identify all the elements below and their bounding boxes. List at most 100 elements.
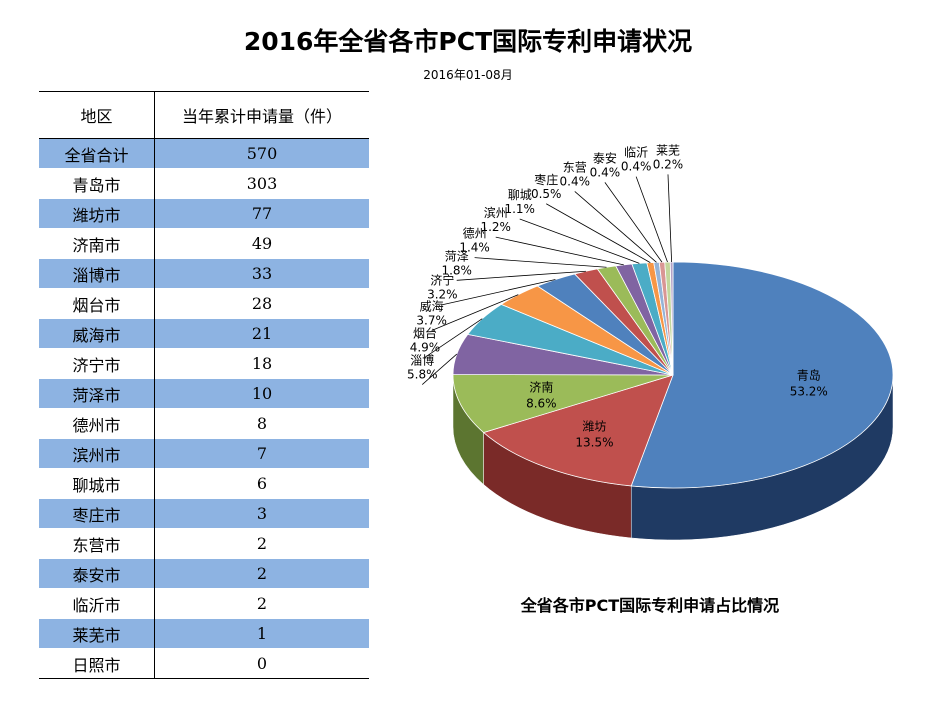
slice-percent: 0.5%	[531, 187, 562, 201]
count-cell: 21	[154, 318, 369, 349]
pie-slice	[482, 374, 674, 487]
slice-label: 青岛	[797, 368, 821, 383]
slice-label: 滨州	[484, 205, 508, 220]
leader-line	[635, 176, 668, 263]
column-header-region: 地区	[39, 91, 155, 139]
count-cell: 7	[154, 438, 369, 469]
region-cell: 泰安市	[39, 558, 155, 589]
region-cell: 青岛市	[39, 168, 155, 199]
leader-line	[442, 279, 556, 306]
slice-label: 东营	[563, 160, 587, 174]
slice-percent: 8.6%	[526, 396, 557, 410]
count-cell: 1	[154, 618, 369, 649]
leader-line	[574, 191, 657, 263]
count-cell: 2	[154, 558, 369, 589]
table-row: 莱芜市 1	[39, 618, 369, 649]
slice-label: 济宁	[430, 273, 454, 288]
count-cell: 6	[154, 468, 369, 499]
leader-line	[519, 218, 640, 264]
slice-label: 德州	[463, 226, 487, 241]
leader-line	[421, 353, 458, 385]
slice-label: 烟台	[413, 325, 437, 340]
slice-label: 临沂	[624, 146, 648, 160]
region-cell: 东营市	[39, 528, 155, 559]
leader-line	[546, 203, 651, 263]
table-row: 济南市 49	[39, 228, 369, 259]
slice-percent: 5.8%	[407, 368, 438, 382]
count-cell: 28	[154, 288, 369, 319]
count-cell: 49	[154, 228, 369, 259]
page-title: 2016年全省各市PCT国际专利申请状况	[243, 27, 693, 56]
region-cell: 临沂市	[39, 588, 155, 619]
slice-percent: 0.2%	[653, 157, 684, 171]
count-cell: 2	[154, 528, 369, 559]
leader-line	[456, 270, 586, 281]
table-row: 潍坊市 77	[39, 198, 369, 229]
table-row: 临沂市 2	[39, 588, 369, 619]
leader-line	[474, 257, 607, 268]
table-row: 德州市 8	[39, 408, 369, 439]
pie-slice	[669, 261, 674, 376]
region-cell: 滨州市	[39, 438, 155, 469]
slice-label: 淄博	[410, 353, 434, 368]
count-cell: 33	[154, 258, 369, 289]
leader-line	[495, 236, 624, 266]
slice-percent: 1.1%	[504, 202, 534, 216]
slice-percent: 53.2%	[790, 385, 828, 399]
date-range-subtitle: 2016年01-08月	[423, 68, 513, 82]
table-row: 枣庄市 3	[39, 498, 369, 529]
region-cell: 济南市	[39, 228, 155, 259]
slice-percent: 13.5%	[575, 435, 613, 449]
chart-caption: 全省各市PCT国际专利申请占比情况	[520, 596, 780, 615]
leader-line	[424, 318, 483, 358]
slice-percent: 3.2%	[427, 288, 458, 302]
pie-chart: 青岛 53.2% 潍坊 13.5% 济南 8.6% 淄博5.8% 烟台4.9% 威海3.7% 济宁…	[407, 143, 894, 541]
table-row: 滨州市 7	[39, 438, 369, 469]
region-cell: 淄博市	[39, 258, 155, 289]
slice-percent: 0.4%	[621, 160, 652, 174]
slice-label: 济南	[529, 379, 553, 394]
slice-percent: 0.4%	[560, 174, 591, 188]
count-cell: 0	[154, 648, 369, 679]
slice-label: 聊城	[508, 188, 532, 202]
count-cell: 8	[154, 408, 369, 439]
table-row: 济宁市 18	[39, 348, 369, 379]
leader-line	[667, 174, 673, 263]
region-cell: 威海市	[39, 318, 155, 349]
region-cell: 全省合计	[39, 138, 155, 169]
count-cell: 77	[154, 198, 369, 229]
region-cell: 枣庄市	[39, 498, 155, 529]
table-row: 东营市 2	[39, 528, 369, 559]
region-count-table: 地区 当年累计申请量（件） 全省合计 570 青岛市 303 潍坊市 77 济南市 49 淄博市…	[39, 91, 369, 679]
slice-percent: 4.9%	[410, 340, 441, 354]
region-cell: 聊城市	[39, 468, 155, 499]
table-header-row: 地区 当年累计申请量（件）	[39, 91, 369, 139]
table-row: 威海市 21	[39, 318, 369, 349]
region-cell: 济宁市	[39, 348, 155, 379]
count-cell: 303	[154, 168, 369, 199]
count-cell: 18	[154, 348, 369, 379]
slice-percent: 3.7%	[416, 314, 447, 328]
slice-label: 潍坊	[582, 418, 606, 433]
slice-percent: 1.8%	[441, 263, 472, 277]
slice-label: 莱芜	[656, 143, 680, 157]
leader-line	[431, 294, 519, 331]
count-cell: 2	[154, 588, 369, 619]
region-cell: 日照市	[39, 648, 155, 679]
region-cell: 烟台市	[39, 288, 155, 319]
slice-label: 泰安	[593, 150, 617, 165]
region-cell: 德州市	[39, 408, 155, 439]
region-cell: 莱芜市	[39, 618, 155, 649]
pie-slice	[630, 261, 894, 489]
table-row: 全省合计 570	[39, 138, 369, 169]
leader-line	[604, 182, 663, 263]
table-row: 泰安市 2	[39, 558, 369, 589]
region-cell: 潍坊市	[39, 198, 155, 229]
slice-percent: 1.4%	[459, 241, 490, 255]
table-row: 日照市 0	[39, 648, 369, 679]
slice-percent: 0.4%	[590, 165, 621, 179]
table-row: 菏泽市 10	[39, 378, 369, 409]
table-row: 烟台市 28	[39, 288, 369, 319]
count-cell: 3	[154, 498, 369, 529]
table-row: 淄博市 33	[39, 258, 369, 289]
